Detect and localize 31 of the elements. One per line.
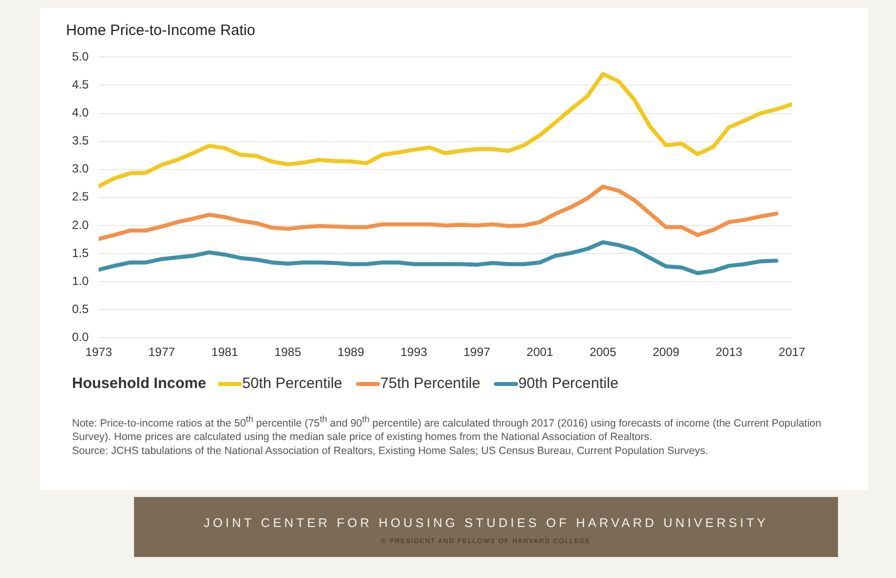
source-note: Source: JCHS tabulations of the National Association of Realtors, Existing Home Sales; US Census Bureau, Current Population Surveys. xyxy=(72,444,710,458)
legend-label: 50th Percentile xyxy=(242,375,342,392)
x-tick-label: 1989 xyxy=(337,345,364,360)
x-tick-label: 1993 xyxy=(400,345,428,360)
y-tick-label: 2.5 xyxy=(72,190,89,204)
x-tick-label: 1997 xyxy=(464,345,491,360)
y-tick-label: 3.5 xyxy=(72,134,89,148)
x-tick-label: 2001 xyxy=(526,345,554,360)
y-tick-label: 5.0 xyxy=(72,50,89,64)
x-tick-label: 2009 xyxy=(652,345,680,360)
x-tick-label: 2005 xyxy=(590,345,617,360)
legend-label: 75th Percentile xyxy=(380,375,480,392)
x-tick-label: 1981 xyxy=(211,345,238,360)
x-tick-label: 2013 xyxy=(716,345,743,360)
text: Note: Price-to-income ratios at the 50$^{th}$ percentile (75$^{th}$ and 90$^{th}$ percentile) are calculated through 2017 (2016) using forecasts of income (the Current Population Survey). Home prices are calculated using the median sale price of existing homes from the National Association of Realtors. xyxy=(72,413,822,444)
x-tick-label: 1977 xyxy=(148,345,176,360)
x-tick-label: 1973 xyxy=(85,345,112,360)
y-tick-label: 1.0 xyxy=(72,274,89,288)
y-tick-label: 2.0 xyxy=(72,218,89,232)
legend-label: 90th Percentile xyxy=(518,375,618,392)
text: JOINT CENTER FOR HOUSING STUDIES OF HARVARD UNIVERSITY xyxy=(202,516,770,530)
y-tick-label: 0.0 xyxy=(72,330,89,344)
x-tick-label: 2017 xyxy=(778,345,806,360)
y-tick-label: 4.0 xyxy=(72,106,89,120)
y-tick-label: 0.5 xyxy=(72,302,89,316)
chart-title: Home Price-to-Income Ratio xyxy=(66,22,256,39)
y-tick-label: 4.5 xyxy=(72,78,89,92)
y-tick-label: 3.0 xyxy=(72,162,89,176)
legend-title: Household Income xyxy=(72,375,206,392)
y-tick-label: 1.5 xyxy=(72,246,89,260)
x-tick-label: 1985 xyxy=(274,345,302,360)
